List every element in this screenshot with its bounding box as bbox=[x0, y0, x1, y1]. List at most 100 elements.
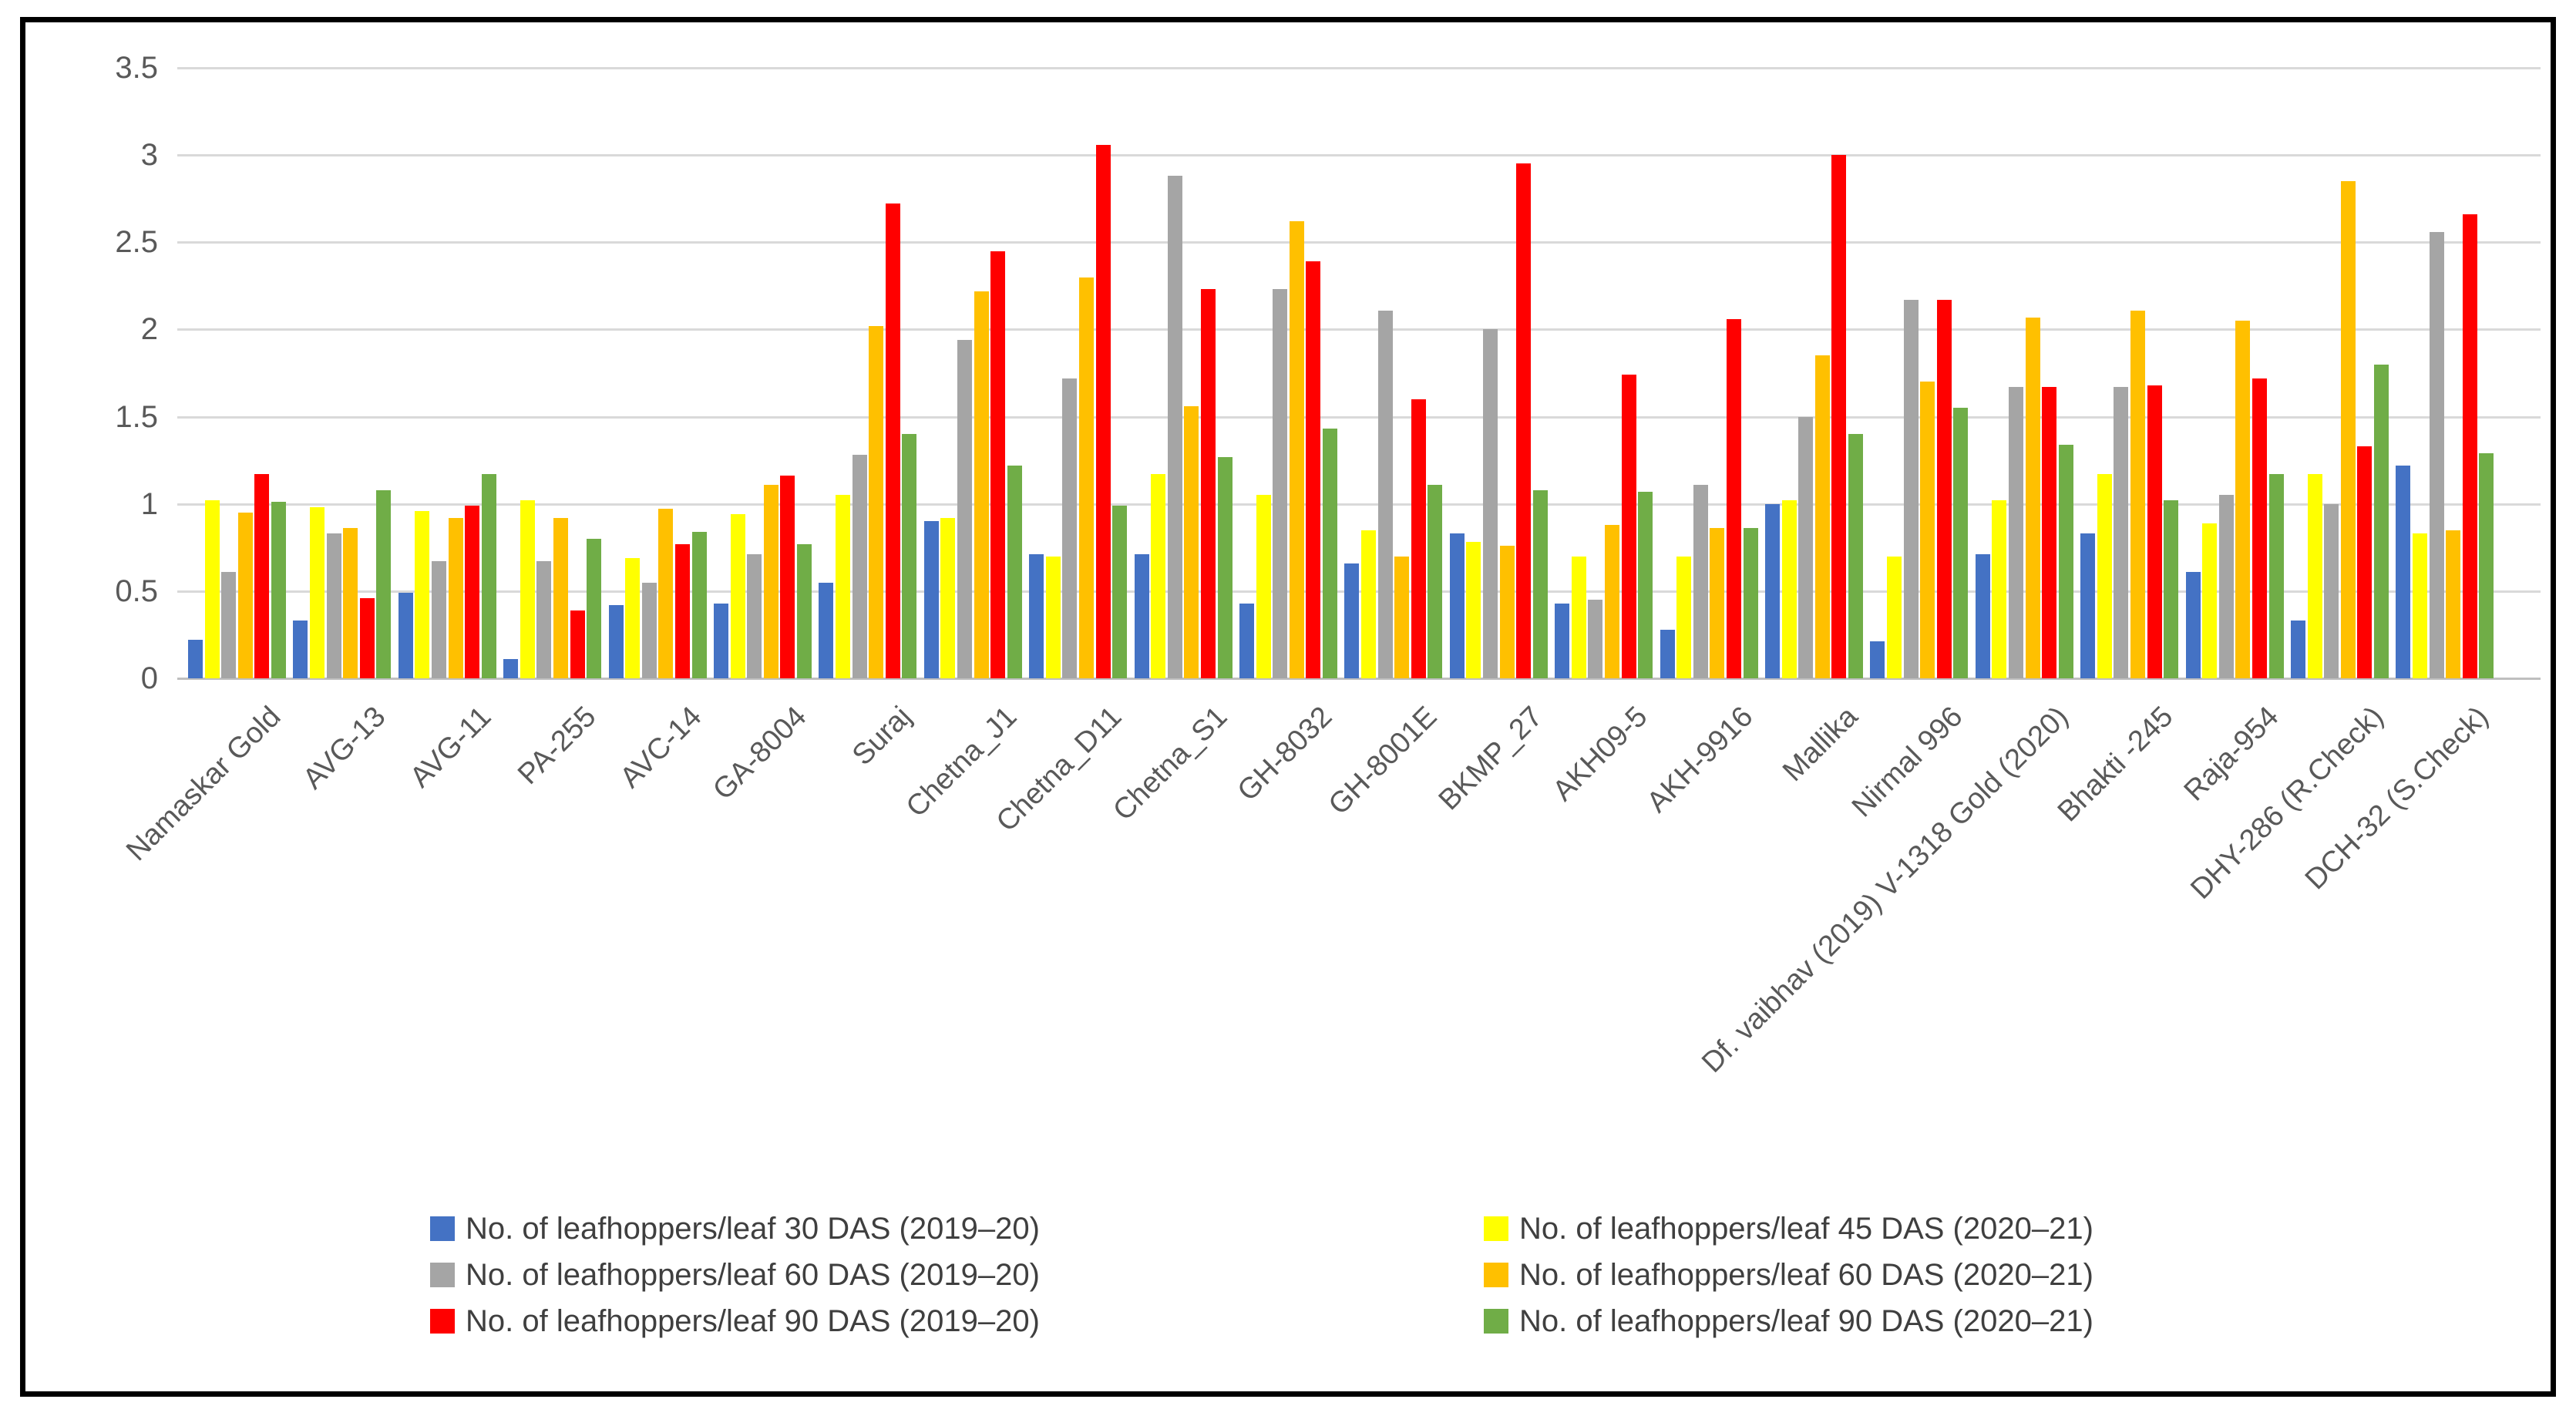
legend-label: No. of leafhoppers/leaf 45 DAS (2020–21) bbox=[1519, 1212, 2093, 1246]
bar bbox=[1046, 557, 1061, 678]
bar bbox=[2130, 311, 2145, 678]
legend-swatch-icon bbox=[430, 1216, 455, 1241]
legend-label: No. of leafhoppers/leaf 30 DAS (2019–20) bbox=[466, 1212, 1040, 1246]
bar bbox=[2219, 495, 2234, 678]
bar bbox=[503, 659, 518, 678]
bar bbox=[482, 474, 496, 678]
bar bbox=[1555, 604, 1569, 678]
bar bbox=[1218, 457, 1233, 678]
bar bbox=[2479, 453, 2494, 678]
bar bbox=[1727, 319, 1741, 678]
bar bbox=[2164, 500, 2178, 678]
legend-item: No. of leafhoppers/leaf 60 DAS (2019–20) bbox=[430, 1258, 1040, 1292]
gridline-y-1 bbox=[177, 503, 2541, 506]
bar bbox=[797, 544, 812, 678]
bar bbox=[188, 640, 203, 678]
bar bbox=[836, 495, 850, 678]
bar bbox=[1572, 557, 1586, 678]
bar bbox=[1256, 495, 1271, 678]
bar bbox=[1920, 382, 1935, 678]
y-axis-tick-label: 2.5 bbox=[115, 225, 158, 260]
bar bbox=[1992, 500, 2006, 678]
bar bbox=[587, 539, 601, 678]
bar bbox=[692, 532, 707, 678]
bar bbox=[764, 485, 779, 678]
bar bbox=[205, 500, 220, 678]
legend-label: No. of leafhoppers/leaf 90 DAS (2020–21) bbox=[1519, 1304, 2093, 1338]
bar bbox=[1096, 145, 1111, 678]
bar bbox=[1450, 533, 1465, 678]
gridline-y-2.5 bbox=[177, 241, 2541, 244]
bar bbox=[869, 326, 883, 678]
legend-label: No. of leafhoppers/leaf 60 DAS (2020–21) bbox=[1519, 1258, 2093, 1292]
y-axis-tick-label: 1.5 bbox=[115, 399, 158, 434]
bar bbox=[1937, 300, 1952, 678]
bar bbox=[2291, 621, 2305, 678]
bar bbox=[2308, 474, 2322, 678]
bar bbox=[2396, 466, 2410, 678]
bar bbox=[1323, 429, 1337, 678]
bar bbox=[2252, 378, 2267, 678]
legend-item: No. of leafhoppers/leaf 60 DAS (2020–21) bbox=[1484, 1258, 2093, 1292]
bar bbox=[2357, 446, 2372, 678]
bar bbox=[1676, 557, 1691, 678]
gridline-y-2 bbox=[177, 328, 2541, 331]
legend-item: No. of leafhoppers/leaf 45 DAS (2020–21) bbox=[1484, 1212, 2093, 1246]
bar bbox=[2413, 533, 2427, 678]
bar bbox=[238, 513, 253, 678]
bar bbox=[343, 528, 358, 678]
bar bbox=[449, 518, 463, 678]
legend-swatch-icon bbox=[430, 1263, 455, 1287]
bar bbox=[2026, 318, 2040, 678]
bar bbox=[271, 502, 286, 678]
legend-swatch-icon bbox=[1484, 1263, 1508, 1287]
bar bbox=[625, 558, 640, 678]
bar bbox=[642, 583, 657, 678]
bar bbox=[1976, 554, 1990, 678]
bar bbox=[924, 521, 939, 678]
y-axis-tick-label: 1 bbox=[140, 486, 158, 521]
bar bbox=[819, 583, 833, 678]
bar bbox=[2446, 530, 2460, 678]
bar bbox=[1533, 490, 1548, 678]
bar bbox=[886, 203, 900, 678]
bar bbox=[1184, 406, 1199, 678]
bar bbox=[609, 605, 624, 678]
bar bbox=[747, 554, 762, 678]
bar bbox=[1500, 546, 1515, 678]
gridline-y-0.5 bbox=[177, 590, 2541, 593]
bar bbox=[399, 593, 413, 678]
bar bbox=[658, 509, 673, 678]
gridline-y-3.5 bbox=[177, 66, 2541, 69]
bar bbox=[1007, 466, 1022, 678]
bar bbox=[2009, 387, 2023, 678]
bar bbox=[570, 610, 585, 678]
bar bbox=[376, 490, 391, 678]
legend-item: No. of leafhoppers/leaf 90 DAS (2020–21) bbox=[1484, 1304, 2093, 1338]
chart-outer-border bbox=[20, 17, 2556, 1397]
bar bbox=[1483, 329, 1498, 678]
legend-item: No. of leafhoppers/leaf 90 DAS (2019–20) bbox=[430, 1304, 1040, 1338]
bar bbox=[1378, 311, 1393, 678]
bar bbox=[221, 572, 236, 678]
bar bbox=[2463, 214, 2477, 678]
bar bbox=[2186, 572, 2201, 678]
bar bbox=[1306, 261, 1320, 678]
bar bbox=[1870, 641, 1885, 678]
bar bbox=[1798, 417, 1813, 678]
legend-label: No. of leafhoppers/leaf 60 DAS (2019–20) bbox=[466, 1258, 1040, 1292]
bar bbox=[1290, 221, 1304, 678]
bar bbox=[1361, 530, 1376, 678]
y-axis-tick-label: 0.5 bbox=[115, 573, 158, 608]
bar bbox=[415, 511, 429, 678]
y-axis-tick-label: 3 bbox=[140, 138, 158, 173]
bar bbox=[1693, 485, 1708, 678]
gridline-y-0 bbox=[177, 678, 2541, 680]
bar bbox=[1466, 542, 1481, 678]
bar bbox=[1428, 485, 1442, 678]
bar bbox=[2202, 523, 2217, 678]
bar bbox=[902, 434, 916, 678]
bar bbox=[1588, 600, 1602, 678]
bar bbox=[974, 291, 989, 678]
